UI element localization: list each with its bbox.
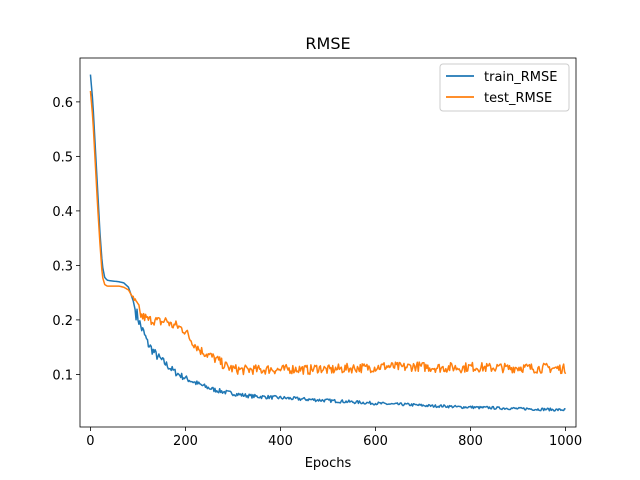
axes-layer: 0 200 400 600 800 1000 0.1 0.2 0.3 0.4 0.5 0.6 [52, 57, 582, 449]
y-tick-label: 0.3 [52, 259, 73, 274]
y-tick-label: 0.5 [52, 150, 73, 165]
series-line-train_RMSE [89, 74, 566, 412]
x-tick-label: 0 [86, 434, 94, 449]
x-tick-label: 800 [458, 434, 483, 449]
x-axis-title: Epochs [305, 456, 352, 471]
y-tick-label: 0.4 [52, 205, 73, 220]
series-line-test_RMSE [89, 90, 567, 376]
x-tick-label: 200 [173, 434, 198, 449]
x-tick-label: 400 [268, 434, 293, 449]
legend-label-train_RMSE: train_RMSE [484, 70, 557, 85]
axes-frame [79, 57, 577, 428]
y-tick-label: 0.6 [52, 96, 73, 111]
legend: train_RMSE test_RMSE [439, 63, 570, 112]
x-tick-label: 600 [363, 434, 388, 449]
x-tick-label: 1000 [549, 434, 582, 449]
y-tick-label: 0.2 [52, 314, 73, 329]
legend-label-test_RMSE: test_RMSE [484, 91, 552, 106]
series-layer [89, 74, 567, 412]
chart-title: RMSE [305, 34, 350, 53]
y-tick-label: 0.1 [52, 368, 73, 383]
